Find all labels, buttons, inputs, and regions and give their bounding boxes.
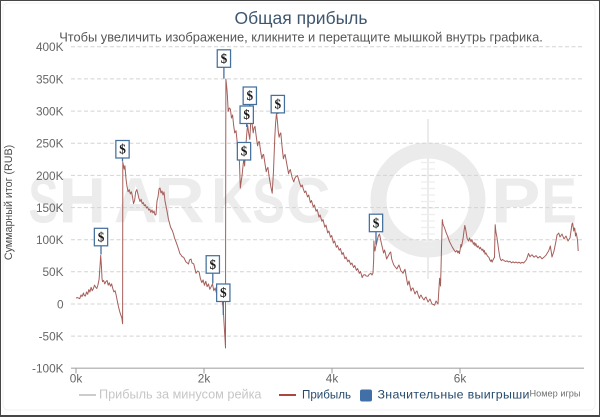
- svg-text:Значительные выигрыши: Значительные выигрыши: [378, 388, 530, 402]
- svg-text:$: $: [247, 88, 254, 103]
- svg-text:2k: 2k: [198, 372, 211, 386]
- svg-text:R: R: [154, 165, 204, 237]
- svg-text:-100K: -100K: [32, 362, 64, 376]
- svg-text:Номер игры: Номер игры: [529, 389, 580, 399]
- svg-text:100K: 100K: [36, 233, 64, 247]
- svg-text:$: $: [220, 285, 227, 300]
- svg-text:$: $: [98, 230, 105, 245]
- svg-text:$: $: [243, 107, 250, 122]
- svg-text:$: $: [221, 51, 228, 66]
- svg-text:300K: 300K: [36, 105, 64, 119]
- svg-text:Чтобы увеличить изображение, к: Чтобы увеличить изображение, кликните и …: [59, 29, 543, 44]
- svg-text:E: E: [541, 166, 576, 237]
- svg-text:S: S: [29, 165, 59, 237]
- svg-text:H: H: [59, 164, 106, 236]
- svg-text:400K: 400K: [36, 40, 64, 54]
- svg-text:P: P: [491, 164, 541, 236]
- svg-text:-50K: -50K: [39, 330, 64, 344]
- svg-text:K: K: [211, 164, 252, 236]
- svg-text:A: A: [114, 166, 157, 237]
- svg-text:6k: 6k: [454, 372, 467, 386]
- svg-text:$: $: [275, 97, 282, 112]
- svg-text:$: $: [119, 142, 126, 157]
- svg-text:Прибыль за минусом рейка: Прибыль за минусом рейка: [99, 388, 262, 402]
- svg-text:4k: 4k: [326, 372, 339, 386]
- svg-text:350K: 350K: [36, 72, 64, 86]
- svg-text:S: S: [252, 166, 284, 237]
- svg-text:250K: 250K: [36, 137, 64, 151]
- svg-text:Прибыль: Прибыль: [302, 389, 351, 402]
- svg-text:50K: 50K: [43, 265, 64, 279]
- svg-text:150K: 150K: [36, 201, 64, 215]
- svg-text:C: C: [286, 165, 330, 236]
- svg-text:$: $: [241, 144, 248, 159]
- svg-text:$: $: [210, 257, 217, 272]
- svg-text:Общая прибыль: Общая прибыль: [234, 8, 367, 28]
- svg-text:Суммарный итог (RUB): Суммарный итог (RUB): [3, 145, 15, 260]
- svg-text:0: 0: [57, 297, 64, 311]
- svg-text:200K: 200K: [36, 169, 64, 183]
- svg-text:$: $: [373, 215, 380, 230]
- svg-text:0k: 0k: [70, 372, 83, 386]
